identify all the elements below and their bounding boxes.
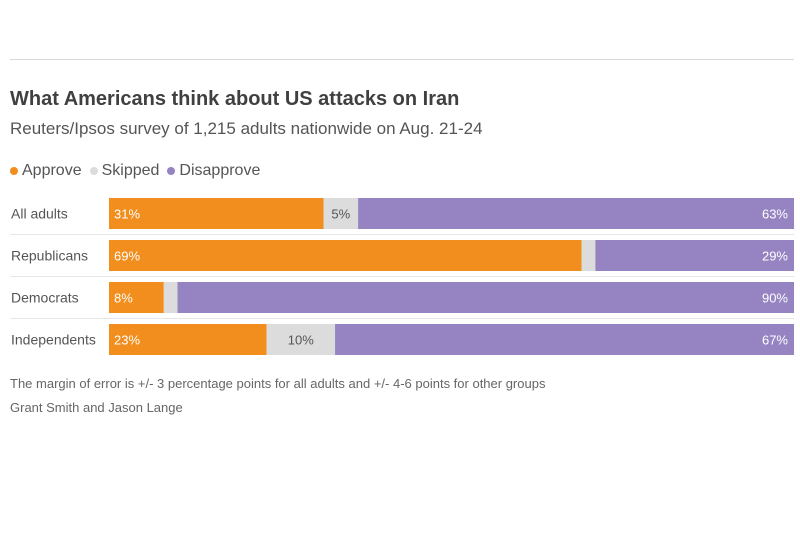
legend-item-approve: Approve — [10, 162, 82, 180]
bar-skipped-independents — [266, 324, 336, 355]
data-label-approve-democrats: 8% — [114, 291, 133, 306]
data-label-disapprove-all-adults: 63% — [762, 207, 788, 222]
legend-dot-approve — [10, 167, 18, 175]
legend-item-skipped: Skipped — [89, 162, 160, 180]
bar-approve-democrats — [109, 282, 164, 313]
legend-dot-skipped — [89, 167, 98, 175]
chart-title: What Americans think about US attacks on… — [10, 88, 460, 110]
category-label-all-adults: All adults — [11, 206, 68, 222]
data-label-approve-republicans: 69% — [114, 249, 140, 264]
data-label-skipped-independents: 10% — [288, 333, 314, 348]
legend-dot-disapprove — [167, 167, 176, 175]
bar-skipped-all-adults — [323, 198, 359, 229]
legend-label-disapprove: Disapprove — [179, 162, 261, 179]
top-divider — [10, 59, 794, 60]
legend: Approve Skipped Disapprove — [10, 162, 260, 180]
data-label-approve-independents: 23% — [114, 333, 140, 348]
data-label-disapprove-republicans: 29% — [762, 249, 788, 264]
stacked-bar-chart: All adults 31% 5% 63% Republicans 69% 29% Democ… — [10, 198, 794, 355]
byline: Grant Smith and Jason Lange — [10, 400, 183, 415]
bar-disapprove-republicans — [595, 240, 794, 271]
footnote: The margin of error is +/- 3 percentage … — [10, 376, 546, 391]
bar-disapprove-democrats — [177, 282, 794, 313]
bar-approve-republicans — [109, 240, 582, 271]
bar-skipped-republicans — [581, 240, 596, 271]
bar-approve-independents — [109, 324, 267, 355]
bar-approve-all-adults — [109, 198, 324, 229]
data-label-disapprove-independents: 67% — [762, 333, 788, 348]
category-label-independents: Independents — [11, 332, 96, 348]
legend-item-disapprove: Disapprove — [167, 162, 260, 180]
chart-subtitle: Reuters/Ipsos survey of 1,215 adults nat… — [10, 119, 483, 138]
legend-label-approve: Approve — [22, 162, 82, 179]
legend-label-skipped: Skipped — [101, 162, 160, 179]
data-label-disapprove-democrats: 90% — [762, 291, 788, 306]
bar-disapprove-all-adults — [358, 198, 794, 229]
bar-skipped-democrats — [163, 282, 178, 313]
category-label-democrats: Democrats — [11, 290, 79, 306]
data-label-approve-all-adults: 31% — [114, 207, 140, 222]
category-label-republicans: Republicans — [11, 248, 88, 264]
bar-disapprove-independents — [335, 324, 794, 355]
data-label-skipped-all-adults: 5% — [331, 207, 350, 222]
